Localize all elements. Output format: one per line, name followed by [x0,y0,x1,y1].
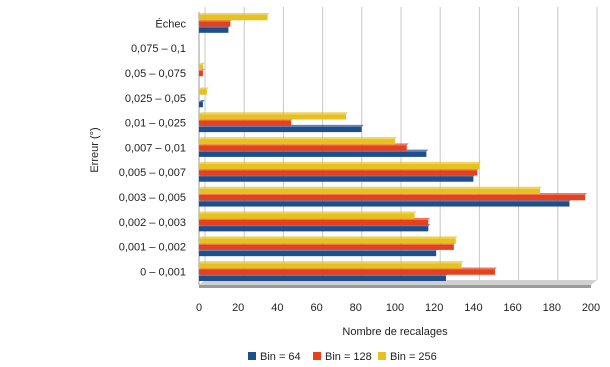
bar [199,250,437,257]
bar [199,219,429,226]
bar [199,226,429,232]
y-tick-label: 0,001 – 0,002 [119,242,186,254]
x-tick-label: 140 [464,302,482,314]
legend-label: Bin = 64 [260,351,301,362]
bar-top [199,236,458,239]
bar [199,195,586,201]
bar [199,64,203,70]
bar-top [199,62,205,65]
bar [199,275,446,281]
bar [199,263,462,269]
legend-swatch [313,352,321,360]
bar [199,151,427,157]
bar [199,213,415,219]
bar [199,126,362,133]
floor [199,280,597,285]
bar-top [199,112,348,115]
bar-top [199,211,417,214]
bar-top [199,13,270,15]
x-axis-title: Nombre de recalages [342,326,448,338]
y-tick-label: Échec [155,17,186,30]
bar [199,139,395,145]
bar [199,244,454,250]
y-tick-label: 0 – 0,001 [140,266,186,278]
y-tick-label: 0,05 – 0,075 [125,68,186,80]
x-tick-label: 160 [503,302,521,314]
bar [199,188,541,194]
legend-label: Bin = 256 [390,351,437,362]
legend-swatch [248,352,256,360]
bar [199,269,495,275]
x-tick-label: 0 [196,302,202,314]
bar-top [199,261,464,264]
bar [199,145,407,151]
bar-top [199,186,543,189]
bar [199,170,478,176]
legend-label: Bin = 128 [325,351,372,362]
bar [199,238,456,244]
bar [199,201,570,207]
bar [199,102,203,108]
bar [199,89,207,95]
bar-top [199,161,482,164]
legend-swatch [378,352,386,360]
x-tick-label: 40 [271,302,283,314]
y-tick-label: 0,025 – 0,05 [125,93,186,105]
bar-top [199,100,205,102]
x-tick-label: 100 [386,302,404,314]
bar-top [199,137,397,140]
x-tick-label: 80 [350,302,362,314]
y-tick-label: 0,007 – 0,01 [125,142,186,154]
y-tick-label: 0,075 – 0,1 [131,43,186,55]
x-tick-label: 180 [543,302,561,314]
bar [199,15,268,21]
y-tick-label: 0,003 – 0,005 [119,192,186,204]
bar [199,114,346,120]
x-tick-label: 60 [310,302,322,314]
x-tick-label: 20 [232,302,244,314]
y-tick-label: 0,002 – 0,003 [119,217,186,229]
y-tick-label: 0,005 – 0,007 [119,167,186,179]
bar [199,120,292,126]
x-tick-label: 120 [425,302,443,314]
floor-edge [199,285,591,288]
bar [199,176,474,182]
y-tick-label: 0,01 – 0,025 [125,118,186,130]
y-axis-title: Erreur (°) [89,127,101,172]
bar [199,27,229,33]
x-tick-label: 200 [582,302,600,314]
bar [199,163,480,170]
bar [199,21,231,27]
bar-top [199,87,209,90]
bar [199,70,203,77]
